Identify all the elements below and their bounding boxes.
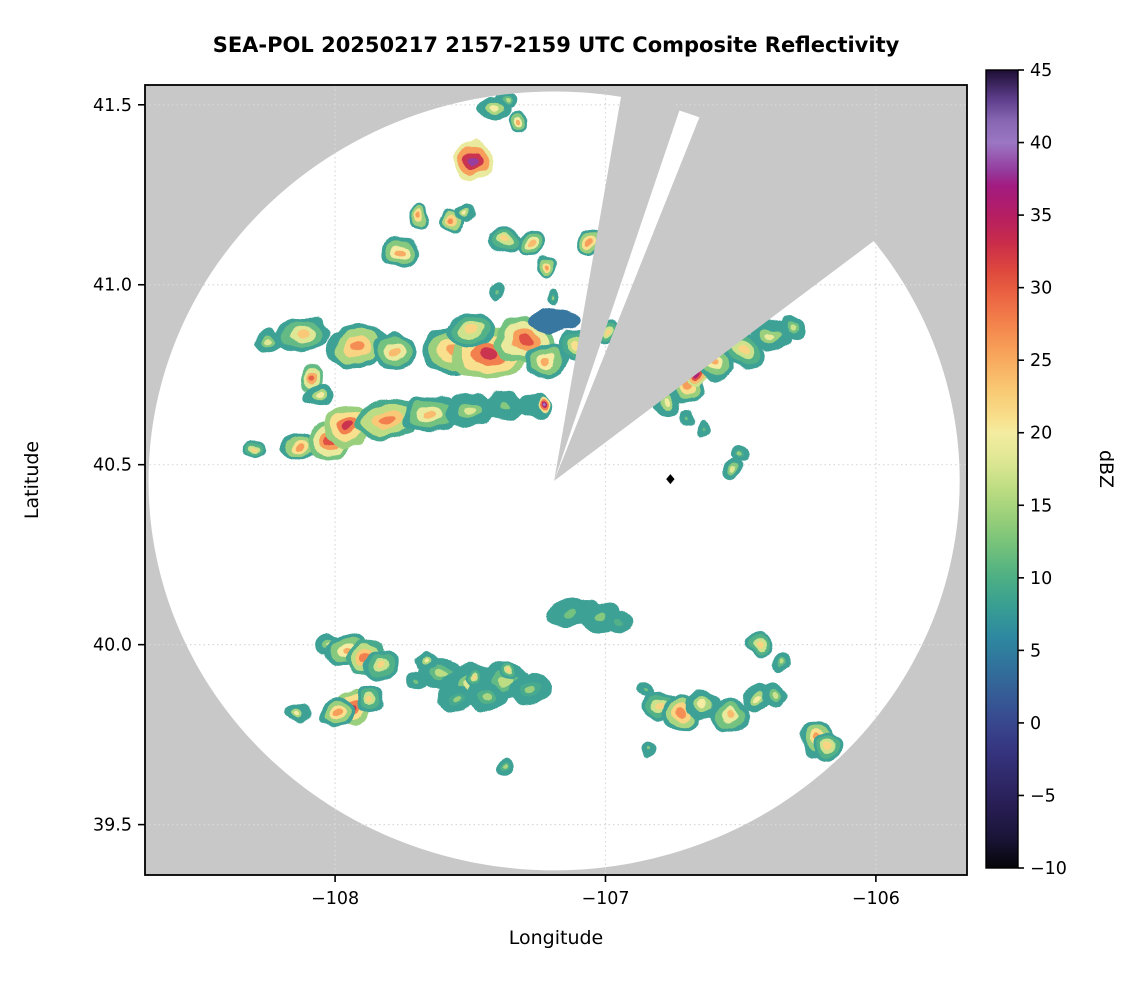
- plot-frame: [144, 84, 968, 876]
- echo-cell: [496, 757, 515, 777]
- echo-cell: [524, 341, 568, 380]
- echo-cell: [500, 661, 516, 679]
- blocked-sector-wedge: [554, 113, 877, 481]
- colorbar-label: dBZ: [1095, 450, 1117, 488]
- colorbar-tick-label: 30: [1030, 279, 1052, 299]
- x-axis-label: Longitude: [509, 927, 604, 949]
- echo-cell: [489, 280, 506, 300]
- echo-cell: [253, 328, 282, 353]
- echo-cell: [304, 386, 333, 407]
- echo-cell: [710, 698, 750, 732]
- colorbar-tick-label: 20: [1030, 424, 1052, 444]
- echo-cell: [465, 682, 508, 711]
- blocked-sector-layer: [554, 92, 877, 481]
- echo-cell: [405, 671, 427, 691]
- y-tick-label: 40.0: [93, 636, 132, 656]
- echo-cell: [414, 650, 440, 672]
- x-tick-label: −107: [581, 889, 629, 909]
- colorbar-tick-label: 40: [1030, 134, 1052, 154]
- echo-cell: [241, 440, 267, 460]
- echo-cell: [373, 332, 416, 371]
- x-tick-label: −108: [311, 889, 359, 909]
- colorbar-tick-label: −10: [1030, 859, 1067, 879]
- echo-cell: [401, 395, 458, 434]
- colorbar-gradient-bar: [985, 69, 1019, 869]
- echo-cell: [606, 612, 632, 634]
- y-tick-label: 39.5: [93, 816, 132, 836]
- x-tick-label: −106: [852, 889, 900, 909]
- echo-cell: [298, 364, 324, 393]
- echo-cell: [777, 318, 807, 342]
- echo-cell: [509, 110, 529, 132]
- echo-cell: [408, 204, 430, 229]
- echo-cell: [770, 653, 792, 673]
- echo-cell: [455, 203, 475, 223]
- station-marker-diamond: [666, 474, 675, 485]
- colorbar-ticks: 45 40 35 30 25 20 15 10 5 0 −5 −10: [1018, 61, 1067, 879]
- echo-cell: [747, 632, 772, 657]
- colorbar-tick-label: 25: [1030, 351, 1052, 371]
- echo-cell: [497, 91, 519, 108]
- echo-cell: [695, 420, 710, 438]
- echo-cell: [363, 649, 399, 679]
- colorbar-tick-label: 45: [1030, 61, 1052, 81]
- echo-cell: [538, 396, 551, 411]
- echo-cell: [274, 318, 331, 352]
- echo-cell: [379, 237, 421, 267]
- y-tick-label: 41.5: [93, 96, 132, 116]
- echo-cell: [731, 444, 750, 464]
- colorbar-tick-label: 35: [1030, 206, 1052, 226]
- colorbar-tick-label: −5: [1030, 786, 1056, 806]
- echo-cell: [653, 387, 682, 416]
- echo-cell: [529, 308, 579, 333]
- echo-cell: [813, 733, 842, 762]
- echo-cell: [436, 684, 472, 713]
- y-tick-label: 41.0: [93, 276, 132, 296]
- colorbar-tick-label: 15: [1030, 496, 1052, 516]
- echo-cell: [574, 597, 599, 617]
- colorbar-tick-label: 10: [1030, 569, 1052, 589]
- echo-cell: [466, 669, 485, 689]
- chart-title: SEA-POL 20250217 2157-2159 UTC Composite…: [213, 33, 900, 57]
- echo-cell: [325, 324, 389, 368]
- echo-cell: [320, 696, 356, 730]
- echo-cell: [484, 393, 527, 422]
- echo-cell: [487, 225, 524, 254]
- blocked-sector-wedge: [554, 92, 681, 481]
- point-marker-layer: [666, 474, 675, 485]
- echo-cell: [356, 684, 385, 713]
- y-axis-label: Latitude: [21, 441, 43, 519]
- echo-cell: [508, 673, 551, 707]
- echo-cell: [641, 740, 657, 758]
- axis-ticks: −108 −107 −106 39.5 40.0 40.5 41.0 41.5: [93, 96, 900, 909]
- echo-cell: [678, 408, 695, 428]
- colorbar-tick-label: 5: [1030, 641, 1041, 661]
- echo-cell: [445, 313, 495, 347]
- echo-cell: [760, 683, 786, 707]
- echo-cell: [283, 703, 312, 723]
- echo-cell: [453, 139, 493, 182]
- reflectivity-echo-layer: [241, 91, 842, 777]
- echo-cell: [547, 288, 562, 306]
- echo-cell: [354, 398, 418, 442]
- echo-cell: [518, 230, 547, 257]
- echo-cell: [536, 256, 556, 278]
- echo-cell: [724, 458, 741, 478]
- colorbar: 45 40 35 30 25 20 15 10 5 0 −5 −10 dBZ: [985, 61, 1117, 879]
- y-tick-label: 40.5: [93, 456, 132, 476]
- echo-cell: [439, 210, 464, 234]
- echo-cell: [445, 394, 495, 428]
- colorbar-tick-label: 0: [1030, 714, 1041, 734]
